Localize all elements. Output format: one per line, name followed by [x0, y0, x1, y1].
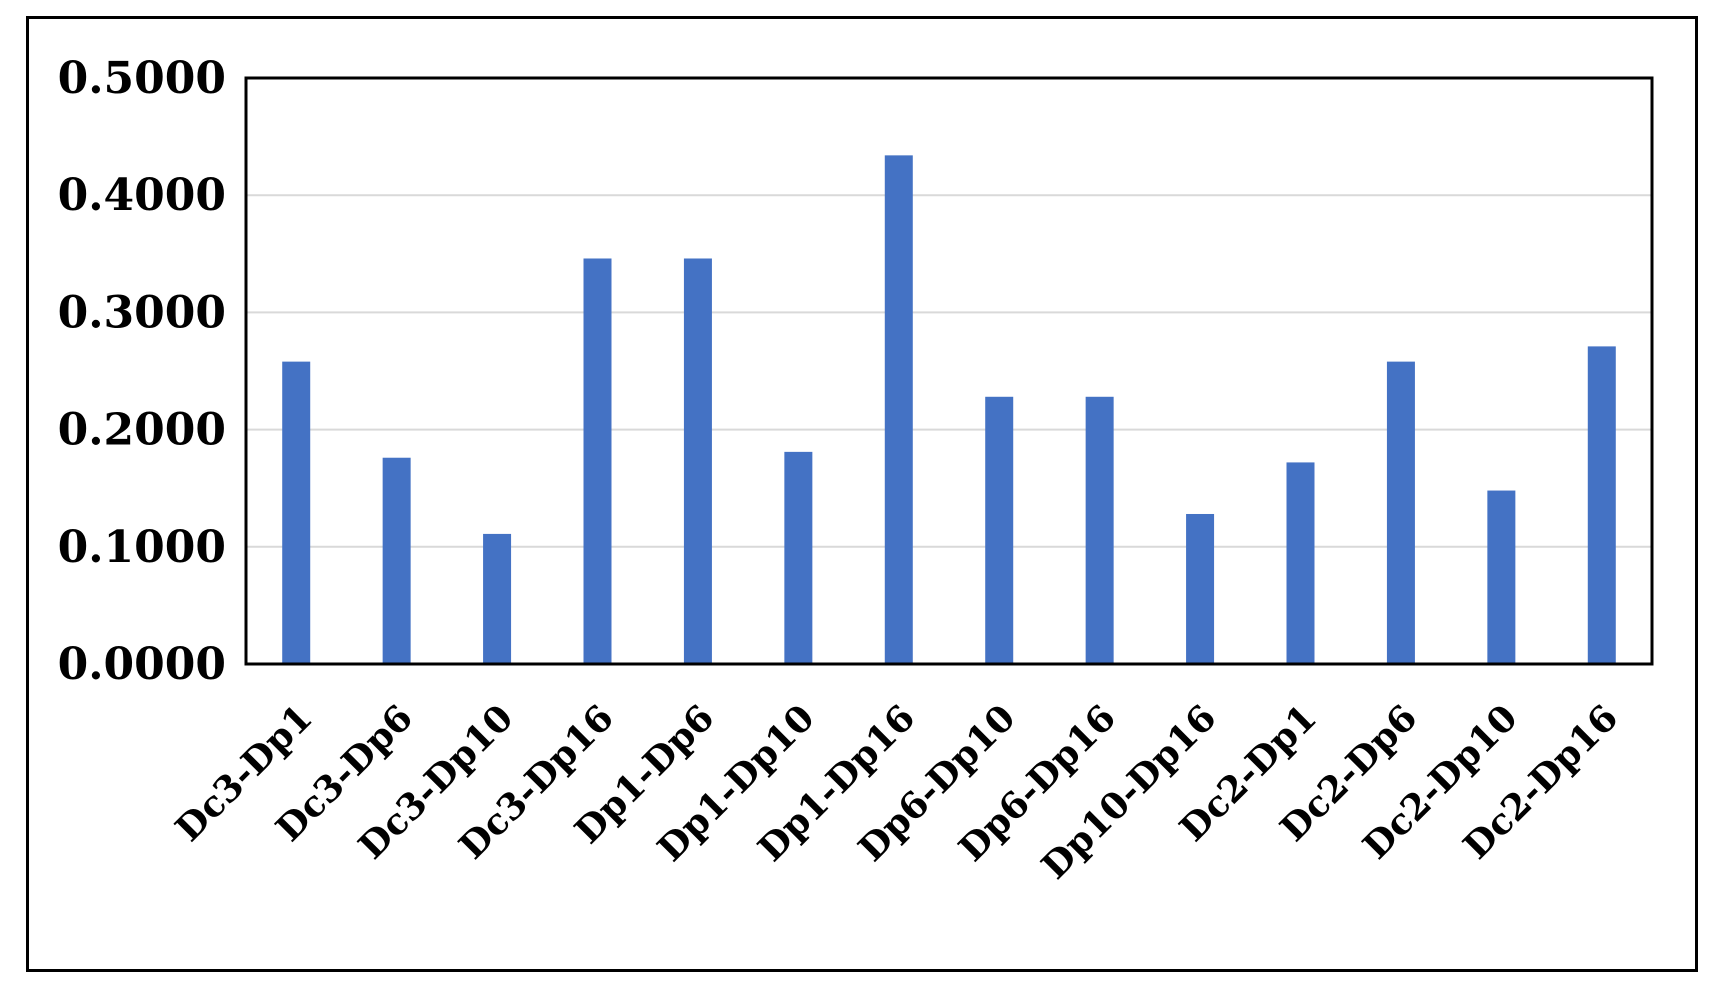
plot-area-border: [244, 76, 1654, 666]
y-tick-label: 0.5000: [58, 53, 226, 104]
bar-dc2-dp16: [1587, 346, 1616, 664]
bar-dc3-dp10: [483, 533, 512, 664]
bar-dc3-dp16: [583, 258, 612, 664]
bars: [282, 155, 1616, 665]
bar-dc2-dp1: [1286, 462, 1315, 664]
bar-dp10-dp16: [1186, 513, 1215, 664]
bar-dp6-dp16: [1085, 396, 1114, 664]
x-axis-labels: Dc3-Dp1Dc3-Dp6Dc3-Dp10Dc3-Dp16Dp1-Dp6Dp1…: [167, 697, 1626, 888]
bar-dp6-dp10: [985, 396, 1014, 664]
gridlines: [246, 194, 1652, 548]
y-axis-ticks: 0.0000 0.1000 0.2000 0.3000 0.4000 0.5000: [58, 53, 226, 690]
bar-dc3-dp1: [282, 361, 311, 664]
bar-dc2-dp10: [1487, 490, 1516, 664]
bar-dp1-dp10: [784, 451, 813, 664]
y-tick-label: 0.0000: [58, 639, 226, 690]
bar-dp1-dp6: [683, 258, 712, 664]
bar-dp1-dp16: [884, 155, 913, 665]
bar-dc3-dp6: [382, 457, 411, 664]
y-tick-label: 0.4000: [58, 170, 226, 221]
y-tick-label: 0.1000: [58, 522, 226, 573]
x-category-label: Dp10-Dp16: [1034, 697, 1225, 888]
y-tick-label: 0.2000: [58, 405, 226, 456]
y-tick-label: 0.3000: [58, 287, 226, 338]
bar-dc2-dp6: [1386, 361, 1415, 664]
